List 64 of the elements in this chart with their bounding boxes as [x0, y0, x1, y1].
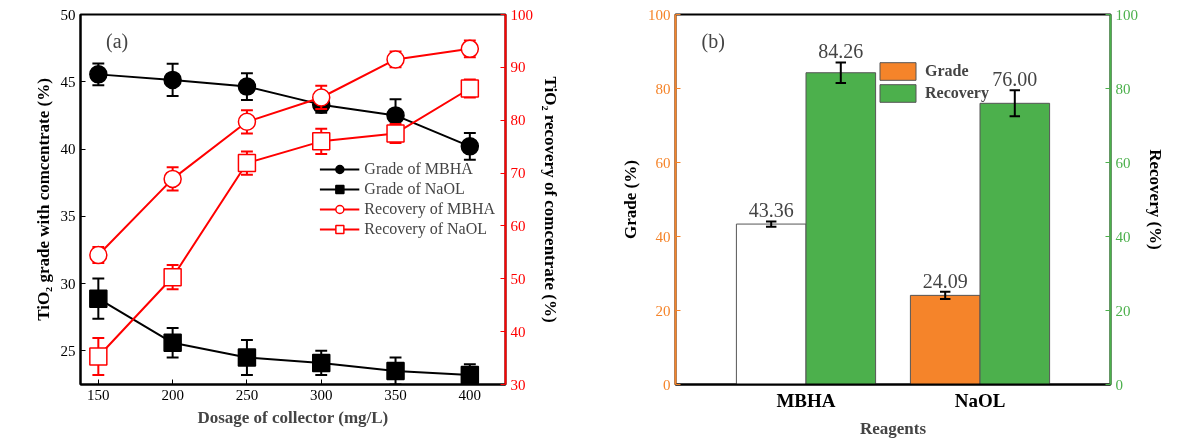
data-label: 43.36 [748, 199, 794, 222]
point [237, 348, 257, 367]
data-label: 24.09 [922, 269, 968, 292]
y2-tick-label: 80 [1115, 80, 1131, 97]
x-tick-label: 400 [458, 386, 482, 403]
data-label: 76.00 [992, 68, 1038, 91]
legend-label: Grade of NaOL [364, 180, 465, 198]
y2-tick-label: 50 [510, 270, 526, 287]
point [460, 137, 480, 156]
y2-tick-label: 90 [510, 59, 526, 76]
point [163, 333, 182, 353]
point [311, 88, 331, 107]
y-tick-label: 80 [655, 80, 671, 97]
point [163, 267, 182, 287]
annotation: (b) [701, 29, 725, 53]
y2-tick-label: 20 [1115, 302, 1131, 319]
y-axis-title: Grade (%) [621, 160, 640, 239]
y-tick-label: 100 [648, 6, 671, 23]
x-tick-label: 300 [309, 386, 333, 403]
x-tick-label: 150 [87, 386, 110, 403]
y-tick-label: 60 [655, 154, 671, 171]
x-axis-title: Dosage of collector (mg/L) [197, 407, 389, 427]
y2-tick-label: 30 [510, 376, 526, 393]
legend-label: Grade of MBHA [364, 160, 473, 178]
y-tick-label: 20 [655, 302, 671, 319]
point [386, 361, 405, 381]
y2-tick-label: 60 [510, 217, 526, 234]
legend-label: Grade [925, 62, 969, 80]
y2-axis-title: TiO₂ recovery of comcentrate (%) [541, 76, 560, 323]
x-tick-label: 250 [235, 386, 259, 403]
x-tick-label: NaOL [954, 389, 1006, 411]
point [163, 70, 182, 90]
y2-tick-label: 60 [1115, 154, 1131, 171]
point [311, 132, 331, 151]
y2-tick-label: 0 [1115, 376, 1123, 393]
y-tick-label: 50 [60, 6, 76, 23]
x-tick-label: 200 [161, 386, 184, 403]
y2-tick-label: 40 [510, 323, 526, 340]
y-tick-label: 35 [60, 208, 76, 225]
data-label: 84.26 [818, 40, 864, 63]
y-tick-label: 45 [60, 73, 76, 90]
y2-tick-label: 80 [510, 112, 526, 129]
y-tick-label: 0 [663, 376, 671, 393]
x-tick-label: 350 [384, 386, 407, 403]
point [386, 106, 405, 125]
y-tick-label: 25 [60, 342, 76, 359]
point [89, 347, 108, 366]
point [89, 289, 108, 308]
annotation: (a) [106, 29, 129, 53]
legend-label: Recovery [925, 84, 989, 102]
y-axis-title: TiO₂ grade with comcentrate (%) [33, 78, 53, 321]
point [237, 77, 257, 96]
y-tick-label: 40 [60, 141, 76, 158]
x-tick-label: MBHA [776, 389, 836, 411]
legend-label: Recovery of MBHA [364, 200, 495, 218]
y-tick-label: 30 [60, 275, 76, 292]
legend-label: Recovery of NaOL [364, 220, 487, 238]
y-tick-label: 40 [655, 228, 671, 245]
y2-tick-label: 70 [510, 165, 526, 182]
y2-tick-label: 100 [1115, 6, 1138, 23]
y2-tick-label: 100 [510, 6, 533, 23]
x-axis-title: Reagents [859, 418, 927, 438]
y2-axis-title: Recovery (%) [1146, 149, 1165, 250]
y2-tick-label: 40 [1115, 228, 1131, 245]
